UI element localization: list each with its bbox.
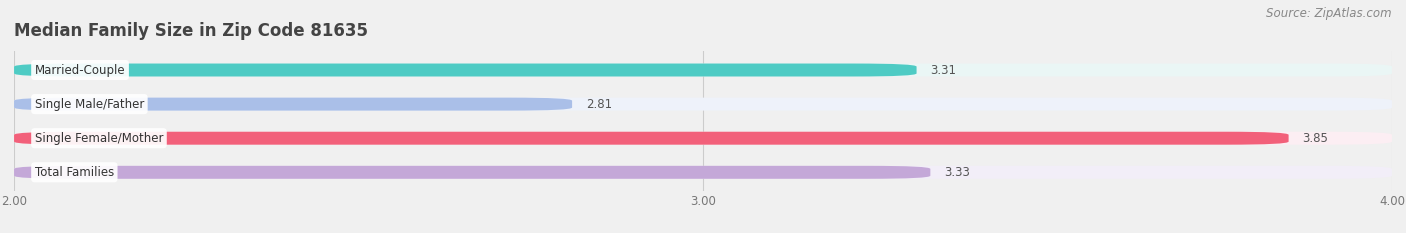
Text: Single Female/Mother: Single Female/Mother bbox=[35, 132, 163, 145]
Text: Single Male/Father: Single Male/Father bbox=[35, 98, 143, 111]
Text: 3.85: 3.85 bbox=[1302, 132, 1329, 145]
Text: Total Families: Total Families bbox=[35, 166, 114, 179]
FancyBboxPatch shape bbox=[14, 166, 931, 179]
Text: Source: ZipAtlas.com: Source: ZipAtlas.com bbox=[1267, 7, 1392, 20]
FancyBboxPatch shape bbox=[14, 132, 1392, 145]
FancyBboxPatch shape bbox=[14, 98, 1392, 111]
FancyBboxPatch shape bbox=[14, 98, 572, 111]
FancyBboxPatch shape bbox=[14, 64, 917, 76]
FancyBboxPatch shape bbox=[14, 132, 1289, 145]
Text: 3.33: 3.33 bbox=[945, 166, 970, 179]
Text: Median Family Size in Zip Code 81635: Median Family Size in Zip Code 81635 bbox=[14, 22, 368, 40]
Text: Married-Couple: Married-Couple bbox=[35, 64, 125, 76]
FancyBboxPatch shape bbox=[14, 166, 1392, 179]
FancyBboxPatch shape bbox=[14, 64, 1392, 76]
Text: 2.81: 2.81 bbox=[586, 98, 612, 111]
Text: 3.31: 3.31 bbox=[931, 64, 956, 76]
